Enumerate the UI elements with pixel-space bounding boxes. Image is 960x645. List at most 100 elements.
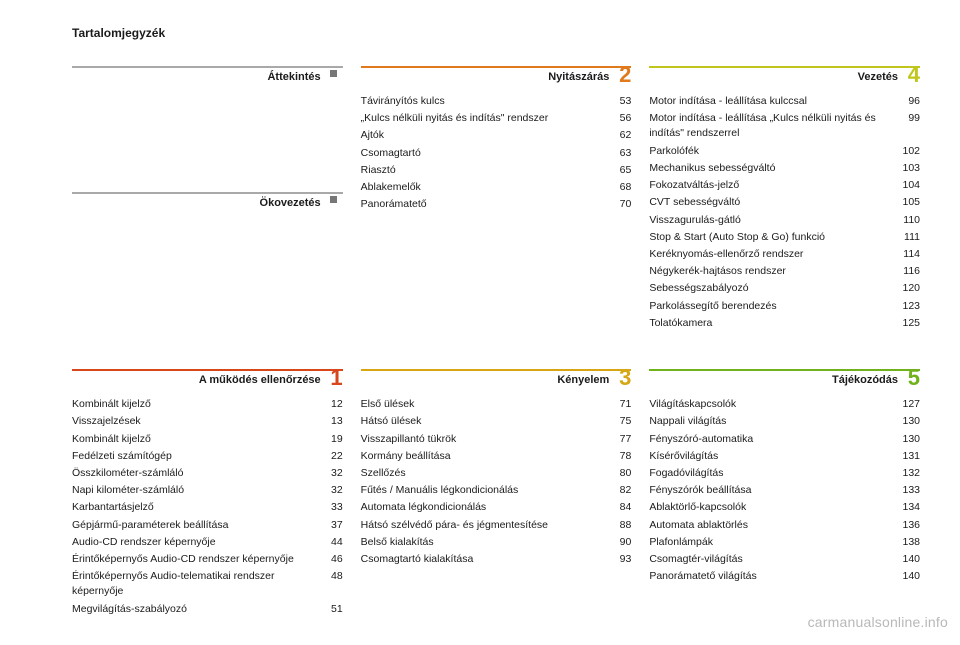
toc-entry-page: 63: [603, 146, 631, 161]
toc-entry-page: 82: [603, 483, 631, 498]
toc-entry: Belső kialakítás90: [361, 535, 632, 550]
section-entries-1: Kombinált kijelző12 Visszajelzések13 Kombi…: [72, 397, 343, 617]
section-header-overview: Áttekintés: [72, 66, 343, 86]
toc-entry-label: Napi kilométer-számláló: [72, 483, 315, 498]
toc-entry-page: 32: [315, 466, 343, 481]
toc-entry-label: Csomagtér-világítás: [649, 552, 892, 567]
toc-entry-page: 140: [892, 552, 920, 567]
toc-entry-page: 32: [315, 483, 343, 498]
toc-entry-label: Fokozatváltás-jelző: [649, 178, 892, 193]
toc-entry-page: 125: [892, 316, 920, 331]
toc-entry-label: Panorámatető: [361, 197, 604, 212]
toc-entry-label: Karbantartásjelző: [72, 500, 315, 515]
col-right-top: Vezetés 4 Motor indítása - leállítása ku…: [649, 66, 920, 359]
toc-entry-label: Automata légkondicionálás: [361, 500, 604, 515]
section-entries-5: Világításkapcsolók127Nappali világítás13…: [649, 397, 920, 584]
toc-entry: Karbantartásjelző33: [72, 500, 343, 515]
section-number-3: 3: [619, 367, 631, 389]
toc-entry-label: Csomagtartó kialakítása: [361, 552, 604, 567]
toc-entry-label: Ablaktörlő-kapcsolók: [649, 500, 892, 515]
toc-entry-label: Parkolássegítő berendezés: [649, 299, 892, 314]
toc-entry-page: 75: [603, 414, 631, 429]
col-left-bottom: A működés ellenőrzése 1 Kombinált kijelz…: [72, 369, 343, 645]
toc-entry-page: 104: [892, 178, 920, 193]
toc-entry: Megvilágítás-szabályozó51: [72, 602, 343, 617]
row-1: Áttekintés Ökovezetés Nyitászárás 2 Távi…: [72, 66, 920, 359]
section-number-5: 5: [908, 367, 920, 389]
toc-entry-label: Plafonlámpák: [649, 535, 892, 550]
toc-entry-label: Megvilágítás-szabályozó: [72, 602, 315, 617]
toc-entry-label: Ajtók: [361, 128, 604, 143]
col-mid-bottom: Kényelem 3 Első ülések71 Hátsó ülések75 Vi…: [361, 369, 632, 645]
section-title-1: A működés ellenőrzése: [199, 374, 321, 386]
toc-entry: Fűtés / Manuális légkondicionálás82: [361, 483, 632, 498]
toc-entry-page: 88: [603, 518, 631, 533]
toc-entry-label: Kormány beállítása: [361, 449, 604, 464]
toc-entry-page: 70: [603, 197, 631, 212]
toc-entry-label: Nappali világítás: [649, 414, 892, 429]
toc-entry: Kormány beállítása78: [361, 449, 632, 464]
toc-entry-label: Fedélzeti számítógép: [72, 449, 315, 464]
toc-entry-label: „Kulcs nélküli nyitás és indítás" rendsz…: [361, 111, 604, 126]
toc-entry: Parkolássegítő berendezés123: [649, 299, 920, 314]
toc-entry: Tolatókamera125: [649, 316, 920, 331]
toc-entry-label: Automata ablaktörlés: [649, 518, 892, 533]
col-left-top: Áttekintés Ökovezetés: [72, 66, 343, 359]
toc-entry: Érintőképernyős Audio-CD rendszer képern…: [72, 552, 343, 567]
toc-entry: Kombinált kijelző12: [72, 397, 343, 412]
toc-entry-page: 22: [315, 449, 343, 464]
toc-entry-page: 99: [892, 111, 920, 141]
toc-entry-page: 77: [603, 432, 631, 447]
section-number-1: 1: [330, 367, 342, 389]
toc-entry: Parkolófék102: [649, 144, 920, 159]
section-header-1: A működés ellenőrzése 1: [72, 369, 343, 389]
toc-entry-page: 102: [892, 144, 920, 159]
toc-entry: Mechanikus sebességváltó103: [649, 161, 920, 176]
toc-entry-page: 93: [603, 552, 631, 567]
toc-entry-page: 110: [892, 213, 920, 228]
toc-entry: Összkilométer-számláló32: [72, 466, 343, 481]
section-title-4: Vezetés: [858, 71, 898, 83]
toc-entry: Kísérővilágítás131: [649, 449, 920, 464]
toc-entry: Hátsó ülések75: [361, 414, 632, 429]
toc-entry-label: Fényszórók beállítása: [649, 483, 892, 498]
section-title-eco: Ökovezetés: [260, 197, 321, 209]
toc-entry-page: 13: [315, 414, 343, 429]
toc-entry: Visszajelzések13: [72, 414, 343, 429]
toc-entry-page: 123: [892, 299, 920, 314]
section-entries-4: Motor indítása - leállítása kulccsal96Mo…: [649, 94, 920, 331]
toc-entry-label: Motor indítása - leállítása „Kulcs nélkü…: [649, 111, 892, 141]
section-4: Vezetés 4 Motor indítása - leállítása ku…: [649, 66, 920, 331]
toc-entry-label: Visszapillantó tükrök: [361, 432, 604, 447]
toc-entry-label: Panorámatető világítás: [649, 569, 892, 584]
section-1: A működés ellenőrzése 1 Kombinált kijelz…: [72, 369, 343, 617]
toc-entry-page: 132: [892, 466, 920, 481]
toc-entry-page: 46: [315, 552, 343, 567]
section-title-3: Kényelem: [557, 374, 609, 386]
toc-entry-page: 37: [315, 518, 343, 533]
toc-title: Tartalomjegyzék: [72, 26, 920, 40]
section-5: Tájékozódás 5 Világításkapcsolók127Nappa…: [649, 369, 920, 584]
toc-entry-page: 51: [315, 602, 343, 617]
toc-entry-page: 78: [603, 449, 631, 464]
section-eco: Ökovezetés: [72, 192, 343, 220]
toc-entry-page: 114: [892, 247, 920, 262]
toc-entry-page: 90: [603, 535, 631, 550]
section-3: Kényelem 3 Első ülések71 Hátsó ülések75 Vi…: [361, 369, 632, 567]
section-header-3: Kényelem 3: [361, 369, 632, 389]
toc-entry: Első ülések71: [361, 397, 632, 412]
toc-entry: Távirányítós kulcs53: [361, 94, 632, 109]
toc-entry: Motor indítása - leállítása „Kulcs nélkü…: [649, 111, 920, 141]
toc-entry: Fogadóvilágítás132: [649, 466, 920, 481]
toc-entry: Sebességszabályozó120: [649, 281, 920, 296]
toc-entry: Csomagtér-világítás140: [649, 552, 920, 567]
toc-entry: Visszagurulás-gátló110: [649, 213, 920, 228]
toc-entry-label: Motor indítása - leállítása kulccsal: [649, 94, 892, 109]
toc-entry-page: 130: [892, 432, 920, 447]
toc-page: Tartalomjegyzék Áttekintés Ökovezetés: [0, 0, 960, 640]
toc-entry: CVT sebességváltó105: [649, 195, 920, 210]
toc-entry-label: Kombinált kijelző: [72, 432, 315, 447]
toc-entry: Motor indítása - leállítása kulccsal96: [649, 94, 920, 109]
toc-entry-page: 65: [603, 163, 631, 178]
toc-entry: Riasztó65: [361, 163, 632, 178]
